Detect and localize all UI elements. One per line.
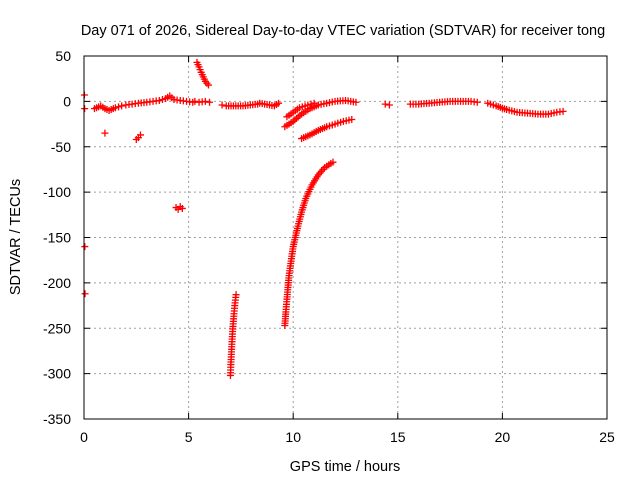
series-segment-short-c [132, 131, 144, 143]
x-tick-label: 15 [390, 429, 406, 445]
plot-frame [83, 55, 608, 420]
y-tick-label: -150 [43, 230, 71, 246]
x-tick-label: 20 [495, 429, 511, 445]
data-markers [80, 58, 567, 379]
data-point-marker [81, 105, 89, 113]
data-point-marker [118, 102, 126, 110]
data-point-marker [310, 99, 318, 107]
x-tick-label: 10 [285, 429, 301, 445]
y-tick-label: -350 [43, 411, 71, 427]
data-point-marker [158, 96, 166, 104]
x-tick-label: 25 [599, 429, 615, 445]
x-axis-label: GPS time / hours [290, 459, 400, 475]
series-segment-curve-k [298, 116, 356, 143]
series-segment-curve-j [283, 99, 318, 121]
data-point-marker [155, 96, 163, 104]
series-segment-blip-l [381, 100, 393, 109]
series-segment-baseline-a [90, 92, 197, 114]
data-point-marker [111, 104, 119, 112]
series-segment-curve-h [281, 158, 337, 330]
series-segment-rise-e [193, 58, 212, 89]
data-point-marker [136, 131, 144, 139]
series-segment-isolated-start [80, 91, 109, 298]
grid-lines [84, 56, 607, 419]
chart-title: Day 071 of 2026, Sidereal Day-to-day VTE… [81, 23, 605, 39]
y-tick-label: -300 [43, 366, 71, 382]
series-segment-blips-f [218, 99, 283, 110]
data-point-marker [296, 112, 304, 120]
data-point-marker [201, 97, 209, 105]
data-point-marker [275, 99, 283, 107]
series-segment-baseline-m [406, 97, 481, 108]
y-tick-label: -50 [51, 139, 71, 155]
data-point-marker [204, 81, 212, 89]
y-tick-label: -100 [43, 184, 71, 200]
data-point-marker [473, 98, 481, 106]
y-tick-label: 0 [63, 93, 71, 109]
y-axis-label: SDTVAR / TECUs [8, 179, 24, 295]
data-point-marker [307, 100, 315, 108]
axis-ticks: 0 5 10 15 20 25 50 0 -50 -100 -150 -200 -250 -300 -350 [43, 48, 615, 445]
x-tick-label: 0 [80, 429, 88, 445]
data-point-marker [352, 98, 360, 106]
x-tick-label: 5 [185, 429, 193, 445]
series-segment-baseline-n [484, 99, 567, 118]
series-segment-steep-g [226, 291, 240, 379]
data-point-marker [232, 291, 240, 299]
data-point-marker [348, 116, 356, 124]
data-point-marker [206, 98, 214, 106]
data-point-marker [385, 101, 393, 109]
data-point-marker [81, 290, 89, 298]
data-point-marker [101, 129, 109, 137]
data-point-marker [381, 100, 389, 108]
y-tick-label: -200 [43, 275, 71, 291]
data-point-marker [559, 107, 567, 115]
data-point-marker [178, 204, 186, 212]
series-segment-baseline-b [191, 97, 214, 106]
y-tick-label: 50 [55, 48, 71, 64]
series-segment-cluster-d [172, 203, 186, 213]
series-segment-curve-i [281, 96, 360, 131]
y-tick-label: -250 [43, 320, 71, 336]
data-point-marker [115, 103, 123, 111]
data-point-marker [191, 97, 199, 105]
data-point-marker [81, 243, 89, 251]
data-point-marker [304, 101, 312, 109]
data-point-marker [218, 101, 226, 109]
data-point-marker [329, 158, 337, 166]
